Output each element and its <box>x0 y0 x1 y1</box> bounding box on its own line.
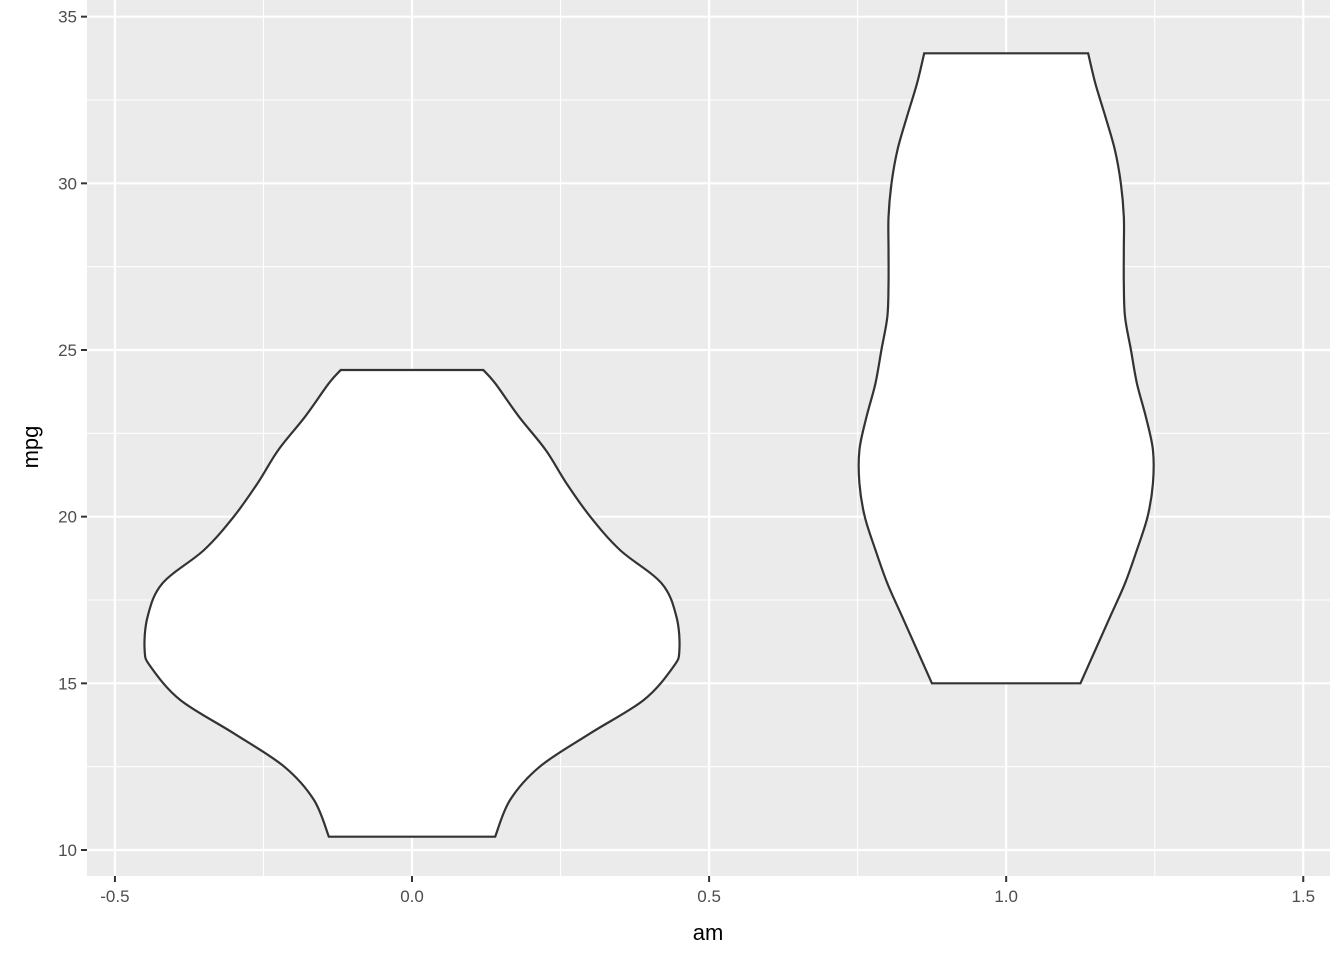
violins <box>143 52 1155 838</box>
x-tick-label: 0.5 <box>697 887 721 906</box>
y-tick-label: 10 <box>58 841 77 860</box>
x-tick-label: -0.5 <box>100 887 129 906</box>
x-axis: -0.5 0.0 0.5 1.0 1.5 <box>100 876 1315 906</box>
y-axis: 10 15 20 25 30 35 <box>58 8 87 860</box>
violin <box>143 368 681 838</box>
x-tick-label: 0.0 <box>400 887 424 906</box>
x-tick-label: 1.5 <box>1291 887 1315 906</box>
x-axis-title: am <box>693 920 724 945</box>
y-tick-label: 20 <box>58 508 77 527</box>
x-tick-label: 1.0 <box>994 887 1018 906</box>
y-tick-label: 35 <box>58 8 77 27</box>
violin <box>857 52 1155 685</box>
y-axis-title: mpg <box>18 426 43 469</box>
y-tick-label: 15 <box>58 674 77 693</box>
y-tick-label: 25 <box>58 341 77 360</box>
y-tick-label: 30 <box>58 174 77 193</box>
